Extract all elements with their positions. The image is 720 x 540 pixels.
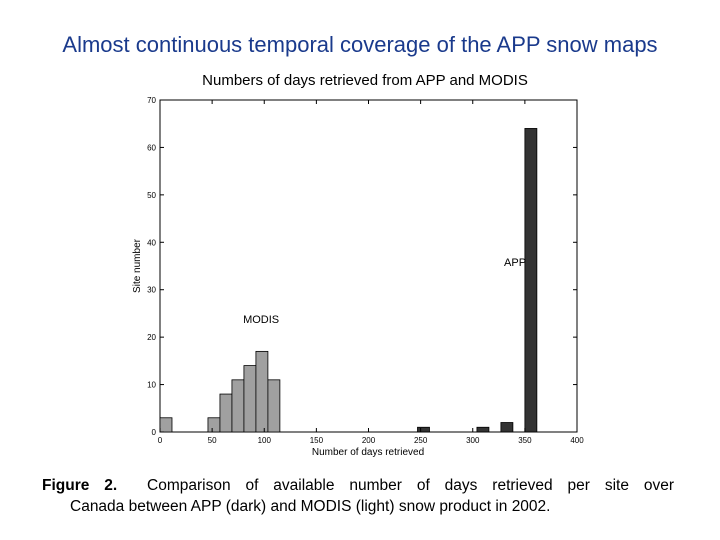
caption-line-2: Canada between APP (dark) and MODIS (lig… xyxy=(70,498,551,515)
modis-bar-2 xyxy=(219,393,233,433)
x-axis-label: Number of days retrieved xyxy=(312,447,424,458)
y-tick-label: 0 xyxy=(152,428,157,437)
modis-annotation: MODIS xyxy=(243,314,279,326)
caption-text-1: Comparison of available number of days r… xyxy=(147,477,674,494)
modis-bar-5 xyxy=(255,350,269,433)
app-annotation: APP xyxy=(504,257,526,269)
x-tick-label: 300 xyxy=(466,436,480,445)
y-tick-label: 10 xyxy=(147,381,156,390)
axes-group: 0 50 100 150 200 250 300 350 400 0 10 20 30 40 50 60 70 xyxy=(147,96,584,445)
bars-group xyxy=(159,128,538,433)
app-bar-2 xyxy=(500,422,514,433)
modis-bar-3 xyxy=(231,379,245,433)
modis-bar-6 xyxy=(267,379,281,433)
x-tick-label: 350 xyxy=(518,436,532,445)
y-tick-label: 50 xyxy=(147,191,156,200)
chart-title: Numbers of days retrieved from APP and M… xyxy=(202,72,528,89)
app-bar-3 xyxy=(524,128,538,433)
app-bar-0 xyxy=(417,426,430,433)
y-tick-label: 60 xyxy=(147,143,156,152)
figure-caption: Figure 2. Comparison of available number… xyxy=(42,475,674,517)
caption-figure-label: Figure 2. xyxy=(42,477,118,494)
modis-bar-0 xyxy=(159,417,173,433)
y-tick-label: 30 xyxy=(147,286,156,295)
app-bar-1 xyxy=(476,426,490,433)
y-axis-label: Site number xyxy=(132,238,143,293)
x-tick-label: 250 xyxy=(414,436,428,445)
x-tick-label: 200 xyxy=(362,436,376,445)
modis-bar-1 xyxy=(207,417,221,433)
x-tick-label: 50 xyxy=(208,436,217,445)
y-tick-label: 40 xyxy=(147,238,156,247)
x-tick-label: 150 xyxy=(310,436,324,445)
x-tick-label: 0 xyxy=(158,436,163,445)
x-tick-label: 400 xyxy=(570,436,584,445)
x-tick-label: 100 xyxy=(258,436,272,445)
y-tick-label: 70 xyxy=(147,96,156,105)
modis-bar-4 xyxy=(243,365,257,433)
y-tick-label: 20 xyxy=(147,333,156,342)
plot-area xyxy=(159,99,578,433)
slide-title: Almost continuous temporal coverage of t… xyxy=(62,32,658,57)
caption-line-1: Figure 2. Comparison of available number… xyxy=(42,475,674,496)
